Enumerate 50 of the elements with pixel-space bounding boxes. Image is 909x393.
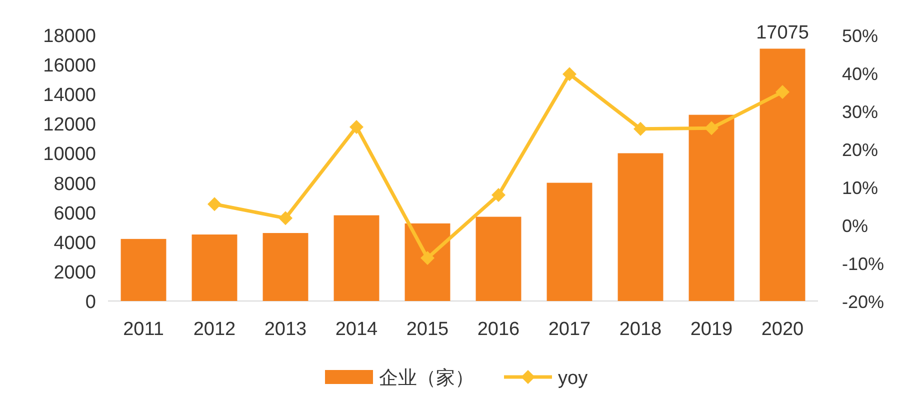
x-tick-label: 2013 — [264, 319, 307, 340]
point — [562, 67, 576, 82]
bar — [688, 114, 734, 301]
point — [704, 121, 718, 136]
point — [350, 120, 364, 134]
bar — [120, 238, 166, 301]
point — [776, 85, 790, 99]
bar — [192, 234, 238, 301]
bar — [760, 48, 806, 301]
y2-tick-label: 50% — [842, 26, 878, 46]
data-label: 17075 — [756, 22, 809, 44]
y-tick-label: 6000 — [54, 203, 96, 224]
y2-tick-label: 0% — [842, 216, 868, 236]
y-tick-label: 2000 — [54, 262, 96, 284]
y2-tick-label: 40% — [842, 64, 878, 84]
legend-label: 企业（家） — [379, 367, 474, 389]
bar — [476, 216, 522, 301]
bar — [334, 215, 380, 301]
x-tick-label: 2020 — [761, 319, 804, 340]
y-tick-label: 14000 — [43, 85, 96, 106]
y2-tick-label: 10% — [842, 178, 878, 198]
y-tick-label: 16000 — [43, 56, 96, 77]
point — [278, 211, 292, 226]
point — [634, 122, 648, 136]
x-tick-label: 2011 — [123, 319, 164, 340]
y-tick-label: 8000 — [54, 174, 96, 195]
y-tick-label: 12000 — [43, 114, 96, 136]
bar — [546, 182, 592, 301]
legend-label: yoy — [558, 368, 588, 389]
y-tick-label: 18000 — [43, 26, 96, 47]
x-tick-label: 2015 — [406, 319, 449, 340]
bar — [618, 153, 664, 301]
x-tick-label: 2014 — [335, 319, 378, 340]
x-tick-label: 2018 — [619, 319, 662, 340]
y-tick-label: 4000 — [54, 232, 96, 254]
y2-tick-label: 20% — [842, 140, 878, 160]
point — [492, 188, 506, 202]
bar — [262, 233, 308, 301]
y2-tick-label: -20% — [842, 292, 884, 312]
x-tick-label: 2019 — [690, 319, 733, 340]
y2-tick-label: 30% — [842, 102, 878, 122]
point — [208, 197, 222, 212]
x-tick-label: 2016 — [477, 319, 520, 340]
y-tick-label: 0 — [85, 292, 96, 313]
x-tick-label: 2012 — [193, 319, 236, 340]
y-tick-label: 10000 — [43, 144, 96, 166]
point — [420, 251, 434, 266]
bar — [404, 223, 450, 301]
x-tick-label: 2017 — [548, 319, 591, 340]
y2-tick-label: -10% — [842, 254, 884, 274]
